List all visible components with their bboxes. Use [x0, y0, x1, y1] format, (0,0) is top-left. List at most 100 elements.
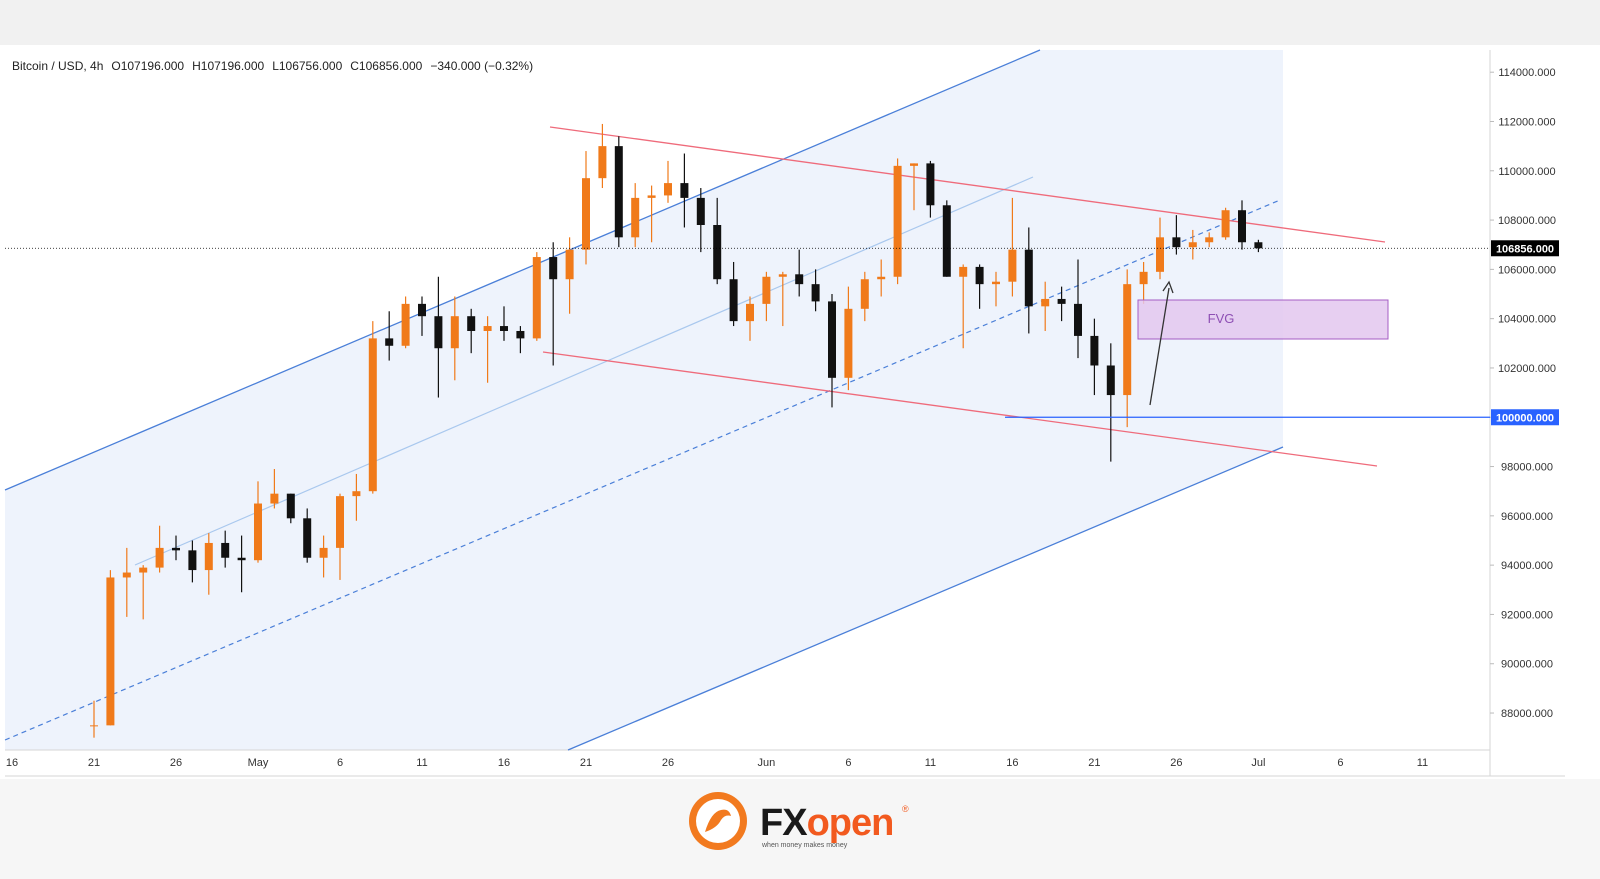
- candle-body: [500, 326, 508, 331]
- price-tag: [1491, 409, 1559, 426]
- candle-body: [598, 146, 607, 179]
- y-tick-label: 90000.000: [1501, 659, 1553, 671]
- candle-body: [106, 577, 115, 726]
- candle-body: [237, 557, 246, 561]
- candle-body: [680, 183, 689, 198]
- candle-body: [172, 547, 180, 551]
- channel-upper: [4, 49, 1041, 491]
- logo-text: FXopen: [760, 802, 893, 844]
- candle-body: [910, 163, 918, 166]
- price-tag-label: 100000.000: [1496, 412, 1554, 424]
- candle-body: [1057, 298, 1066, 304]
- candle-body: [1238, 210, 1246, 243]
- chart-header: Bitcoin / USD, 4h O107196.000 H107196.000 L…: [12, 59, 533, 73]
- candle-body: [1074, 303, 1082, 336]
- x-tick-label: 26: [662, 757, 674, 769]
- candle-body: [336, 496, 344, 548]
- candle-body: [204, 542, 213, 571]
- candle-body: [1090, 335, 1099, 366]
- candle-body: [844, 308, 853, 378]
- logo-registered: ®: [902, 804, 909, 814]
- logo: FXopen ® when money makes money: [689, 792, 909, 850]
- candle-body: [1041, 298, 1050, 307]
- candle-body: [795, 274, 804, 285]
- channel-lower: [567, 446, 1284, 751]
- candle-body: [270, 493, 279, 504]
- y-tick-label: 102000.000: [1498, 363, 1556, 375]
- candle-body: [565, 249, 574, 280]
- x-tick-label: 16: [498, 757, 510, 769]
- candle-body: [1188, 242, 1197, 248]
- price-tag-label: 106856.000: [1496, 243, 1554, 255]
- candle-body: [647, 195, 656, 198]
- candle-body: [926, 163, 935, 206]
- fvg-label: FVG: [1208, 311, 1235, 326]
- candle-body: [221, 542, 230, 558]
- header-title: Bitcoin / USD, 4h: [12, 59, 103, 73]
- header-value: O107196.000: [111, 59, 184, 73]
- fvg-zone: [1137, 299, 1389, 340]
- x-tick-label: 21: [580, 757, 592, 769]
- candle-body: [303, 518, 312, 558]
- y-tick-label: 98000.000: [1501, 462, 1553, 474]
- candle-body: [1139, 271, 1148, 285]
- candle-body: [1024, 249, 1033, 307]
- candle-body: [582, 178, 590, 250]
- channel-fill: [5, 50, 1283, 750]
- candle-body: [122, 572, 131, 578]
- x-tick-label: 21: [88, 757, 100, 769]
- candle-body: [631, 197, 640, 238]
- arrow-head: [1162, 280, 1174, 294]
- candle-body: [729, 279, 738, 322]
- candle-body: [155, 547, 164, 568]
- candle-body: [516, 330, 525, 339]
- candle-body: [1205, 237, 1214, 243]
- candle-body: [549, 257, 558, 280]
- logo-tagline: when money makes money: [761, 842, 848, 849]
- x-tick-label: May: [248, 757, 269, 769]
- candle-body: [286, 493, 295, 519]
- x-tick-label: 6: [845, 757, 851, 769]
- y-tick-label: 110000.000: [1498, 166, 1555, 178]
- y-tick-label: 96000.000: [1501, 511, 1553, 523]
- candle-body: [352, 491, 361, 497]
- x-tick-label: 21: [1088, 757, 1100, 769]
- candle-body: [450, 316, 459, 349]
- candle-body: [942, 205, 951, 277]
- y-tick-label: 106000.000: [1498, 264, 1556, 276]
- logo-bull: [705, 809, 731, 832]
- channel-mid: [4, 199, 1281, 741]
- candle-body: [713, 225, 722, 280]
- candle-body: [1008, 249, 1017, 282]
- logo-open: open: [807, 802, 894, 844]
- x-tick-label: Jul: [1251, 757, 1265, 769]
- y-tick-label: 114000.000: [1498, 67, 1555, 79]
- candle-body: [1123, 284, 1132, 396]
- logo-fx: FX: [760, 802, 808, 844]
- candle-body: [762, 276, 771, 304]
- candle-body: [992, 281, 1000, 285]
- candle-body: [614, 146, 623, 238]
- candle-body: [467, 316, 476, 331]
- candle-body: [746, 303, 754, 322]
- x-tick-label: 11: [925, 757, 936, 769]
- header-value: C106856.000: [350, 59, 422, 73]
- candle-body: [385, 338, 394, 346]
- y-tick-label: 108000.000: [1498, 215, 1556, 227]
- candle-body: [434, 316, 443, 349]
- x-tick-label: 16: [6, 757, 18, 769]
- candle-body: [696, 197, 705, 225]
- x-tick-label: 26: [1170, 757, 1182, 769]
- arrow-shaft: [1149, 287, 1170, 406]
- x-tick-label: 11: [416, 757, 427, 769]
- candle-body: [319, 547, 328, 558]
- candle-body: [368, 338, 377, 492]
- x-tick-label: 16: [1006, 757, 1018, 769]
- header-value: H107196.000: [192, 59, 264, 73]
- y-tick-label: 112000.000: [1498, 116, 1555, 128]
- candle-body: [1172, 237, 1181, 248]
- candle-body: [893, 165, 902, 277]
- candle-body: [828, 301, 836, 378]
- top-bar: [0, 0, 1600, 45]
